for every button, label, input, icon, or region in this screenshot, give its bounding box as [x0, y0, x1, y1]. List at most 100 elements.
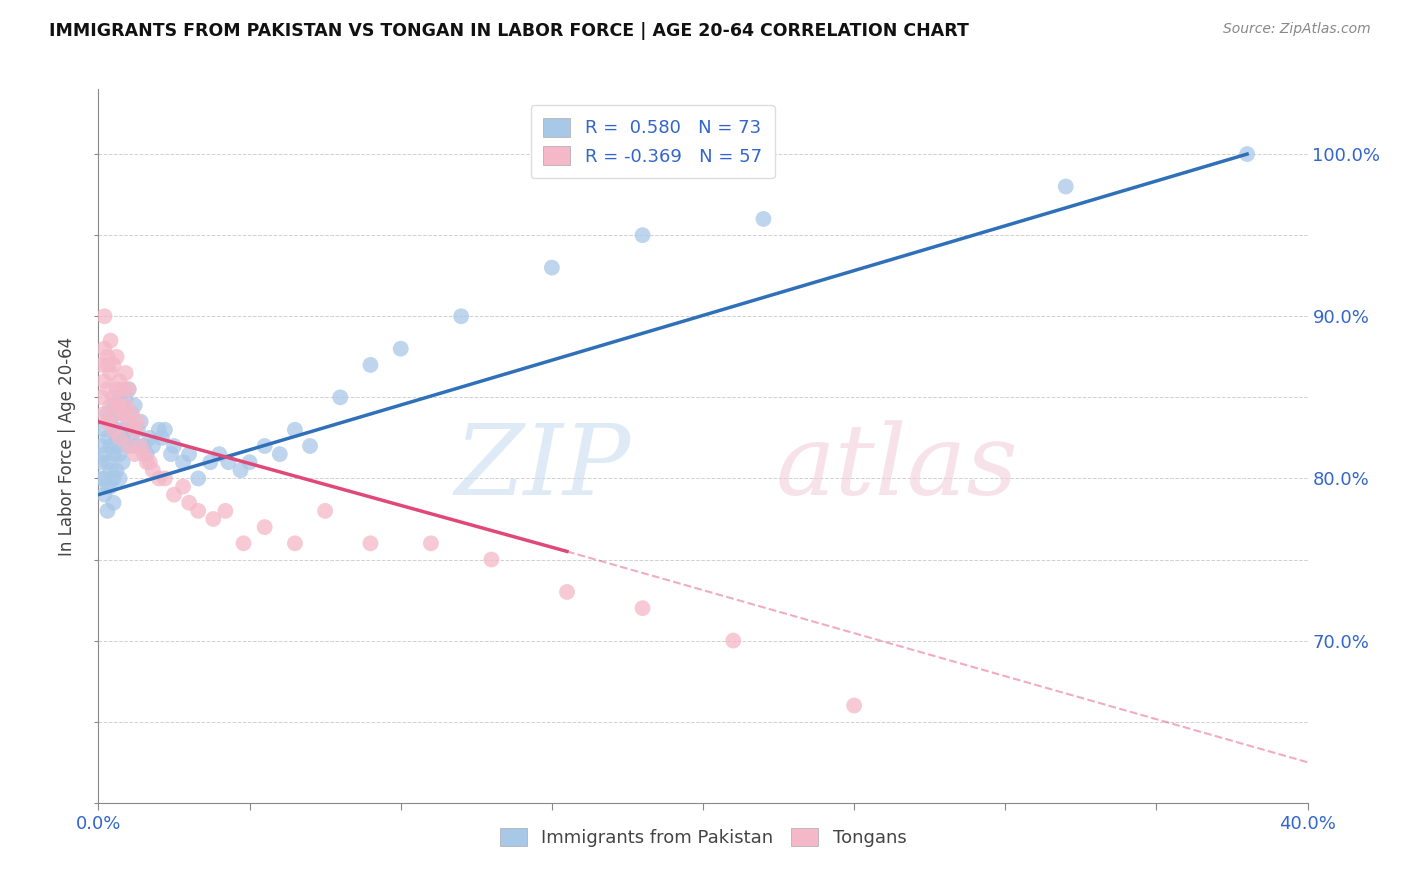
Point	[103, 390, 125, 404]
Point	[121, 431, 143, 445]
Point	[103, 471, 125, 485]
Point	[752, 211, 775, 226]
Point	[90, 358, 112, 372]
Point	[105, 350, 128, 364]
Point	[135, 455, 157, 469]
Point	[100, 366, 122, 380]
Point	[360, 358, 382, 372]
Point	[96, 455, 118, 469]
Point	[160, 447, 183, 461]
Point	[118, 439, 141, 453]
Point	[90, 439, 112, 453]
Point	[103, 447, 125, 461]
Point	[129, 415, 152, 429]
Legend: Immigrants from Pakistan, Tongans: Immigrants from Pakistan, Tongans	[492, 821, 914, 855]
Point	[103, 496, 125, 510]
Point	[93, 374, 115, 388]
Point	[103, 423, 125, 437]
Point	[132, 439, 155, 453]
Point	[150, 431, 173, 445]
Point	[142, 463, 165, 477]
Point	[142, 439, 165, 453]
Point	[108, 447, 131, 461]
Point	[540, 260, 562, 275]
Point	[100, 334, 122, 348]
Text: Source: ZipAtlas.com: Source: ZipAtlas.com	[1223, 22, 1371, 37]
Y-axis label: In Labor Force | Age 20-64: In Labor Force | Age 20-64	[58, 336, 76, 556]
Point	[299, 439, 322, 453]
Point	[111, 431, 134, 445]
Point	[105, 407, 128, 421]
Point	[389, 342, 412, 356]
Point	[723, 633, 745, 648]
Point	[118, 382, 141, 396]
Point	[124, 447, 146, 461]
Point	[93, 488, 115, 502]
Point	[214, 504, 236, 518]
Point	[93, 471, 115, 485]
Point	[450, 310, 472, 324]
Point	[118, 415, 141, 429]
Point	[127, 415, 149, 429]
Point	[108, 390, 131, 404]
Point	[108, 423, 131, 437]
Point	[187, 471, 209, 485]
Point	[420, 536, 443, 550]
Point	[105, 407, 128, 421]
Point	[93, 423, 115, 437]
Point	[114, 390, 136, 404]
Point	[105, 463, 128, 477]
Point	[100, 463, 122, 477]
Point	[93, 342, 115, 356]
Point	[114, 399, 136, 413]
Point	[208, 447, 231, 461]
Point	[229, 463, 252, 477]
Point	[103, 399, 125, 413]
Point	[179, 447, 201, 461]
Point	[100, 415, 122, 429]
Point	[118, 382, 141, 396]
Point	[114, 366, 136, 380]
Point	[93, 447, 115, 461]
Point	[314, 504, 336, 518]
Point	[108, 399, 131, 413]
Point	[172, 479, 194, 493]
Point	[135, 447, 157, 461]
Point	[129, 439, 152, 453]
Point	[96, 479, 118, 493]
Point	[124, 439, 146, 453]
Point	[118, 439, 141, 453]
Point	[481, 552, 503, 566]
Point	[148, 423, 170, 437]
Point	[844, 698, 866, 713]
Point	[284, 536, 307, 550]
Point	[114, 423, 136, 437]
Point	[1054, 179, 1077, 194]
Point	[132, 447, 155, 461]
Point	[108, 431, 131, 445]
Point	[93, 407, 115, 421]
Point	[124, 399, 146, 413]
Point	[239, 455, 262, 469]
Point	[172, 455, 194, 469]
Point	[103, 423, 125, 437]
Point	[253, 520, 276, 534]
Point	[118, 415, 141, 429]
Point	[100, 479, 122, 493]
Point	[179, 496, 201, 510]
Point	[200, 455, 222, 469]
Point	[90, 390, 112, 404]
Point	[103, 358, 125, 372]
Point	[105, 382, 128, 396]
Point	[202, 512, 225, 526]
Point	[139, 431, 162, 445]
Point	[163, 488, 186, 502]
Point	[105, 431, 128, 445]
Point	[96, 358, 118, 372]
Point	[1236, 147, 1258, 161]
Point	[111, 382, 134, 396]
Point	[631, 601, 654, 615]
Point	[148, 471, 170, 485]
Point	[217, 455, 239, 469]
Point	[555, 585, 578, 599]
